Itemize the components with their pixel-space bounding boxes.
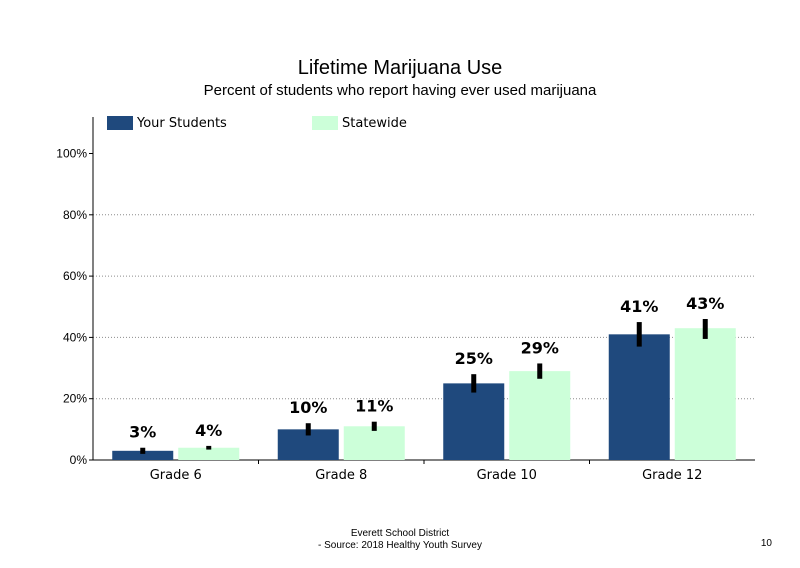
- bar-your-students: [112, 450, 174, 460]
- y-tick-label: 80%: [63, 208, 87, 222]
- page-number: 10: [760, 538, 772, 549]
- data-label: 41%: [620, 297, 658, 316]
- bar-statewide: [343, 426, 405, 460]
- legend-item-statewide: Statewide: [312, 115, 407, 131]
- data-label: 11%: [355, 397, 393, 416]
- y-tick-label: 40%: [63, 330, 87, 344]
- bar-statewide: [674, 328, 736, 460]
- footer-source: - Source: 2018 Healthy Youth Survey: [318, 540, 482, 551]
- legend-item-your-students: Your Students: [107, 115, 227, 131]
- bar-statewide: [178, 447, 240, 460]
- chart-subtitle: Percent of students who report having ev…: [203, 82, 597, 99]
- x-tick-label: Grade 8: [315, 468, 367, 483]
- y-tick-label: 20%: [63, 392, 87, 406]
- y-tick-label: 0%: [70, 453, 88, 467]
- x-tick-label: Grade 6: [150, 468, 202, 483]
- x-tick-label: Grade 12: [642, 468, 702, 483]
- data-label: 10%: [289, 398, 327, 417]
- y-tick-label: 60%: [63, 269, 87, 283]
- legend-label-your-students: Your Students: [137, 115, 227, 131]
- data-label: 3%: [129, 423, 156, 442]
- data-label: 29%: [521, 338, 559, 357]
- bar-your-students: [608, 334, 670, 460]
- y-tick-label: 100%: [56, 147, 87, 161]
- legend-swatch-your-students: [107, 116, 133, 130]
- x-tick-label: Grade 10: [477, 468, 537, 483]
- footer: Everett School District - Source: 2018 H…: [250, 528, 550, 552]
- legend-swatch-statewide: [312, 116, 338, 130]
- legend-label-statewide: Statewide: [342, 115, 407, 131]
- bar-your-students: [443, 383, 505, 460]
- footer-district: Everett School District: [350, 528, 450, 539]
- chart-title: Lifetime Marijuana Use: [297, 57, 503, 79]
- data-label: 4%: [195, 421, 222, 440]
- bar-statewide: [509, 371, 571, 460]
- data-label: 43%: [686, 294, 724, 313]
- data-label: 25%: [455, 349, 493, 368]
